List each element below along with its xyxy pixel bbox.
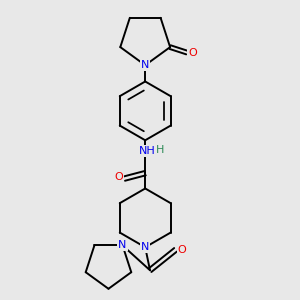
- Text: H: H: [155, 145, 164, 155]
- Text: O: O: [114, 172, 123, 182]
- Text: N: N: [141, 60, 149, 70]
- Text: NH: NH: [138, 146, 155, 156]
- Text: O: O: [178, 245, 186, 255]
- Text: N: N: [141, 242, 149, 252]
- Text: N: N: [118, 240, 127, 250]
- Text: O: O: [188, 47, 197, 58]
